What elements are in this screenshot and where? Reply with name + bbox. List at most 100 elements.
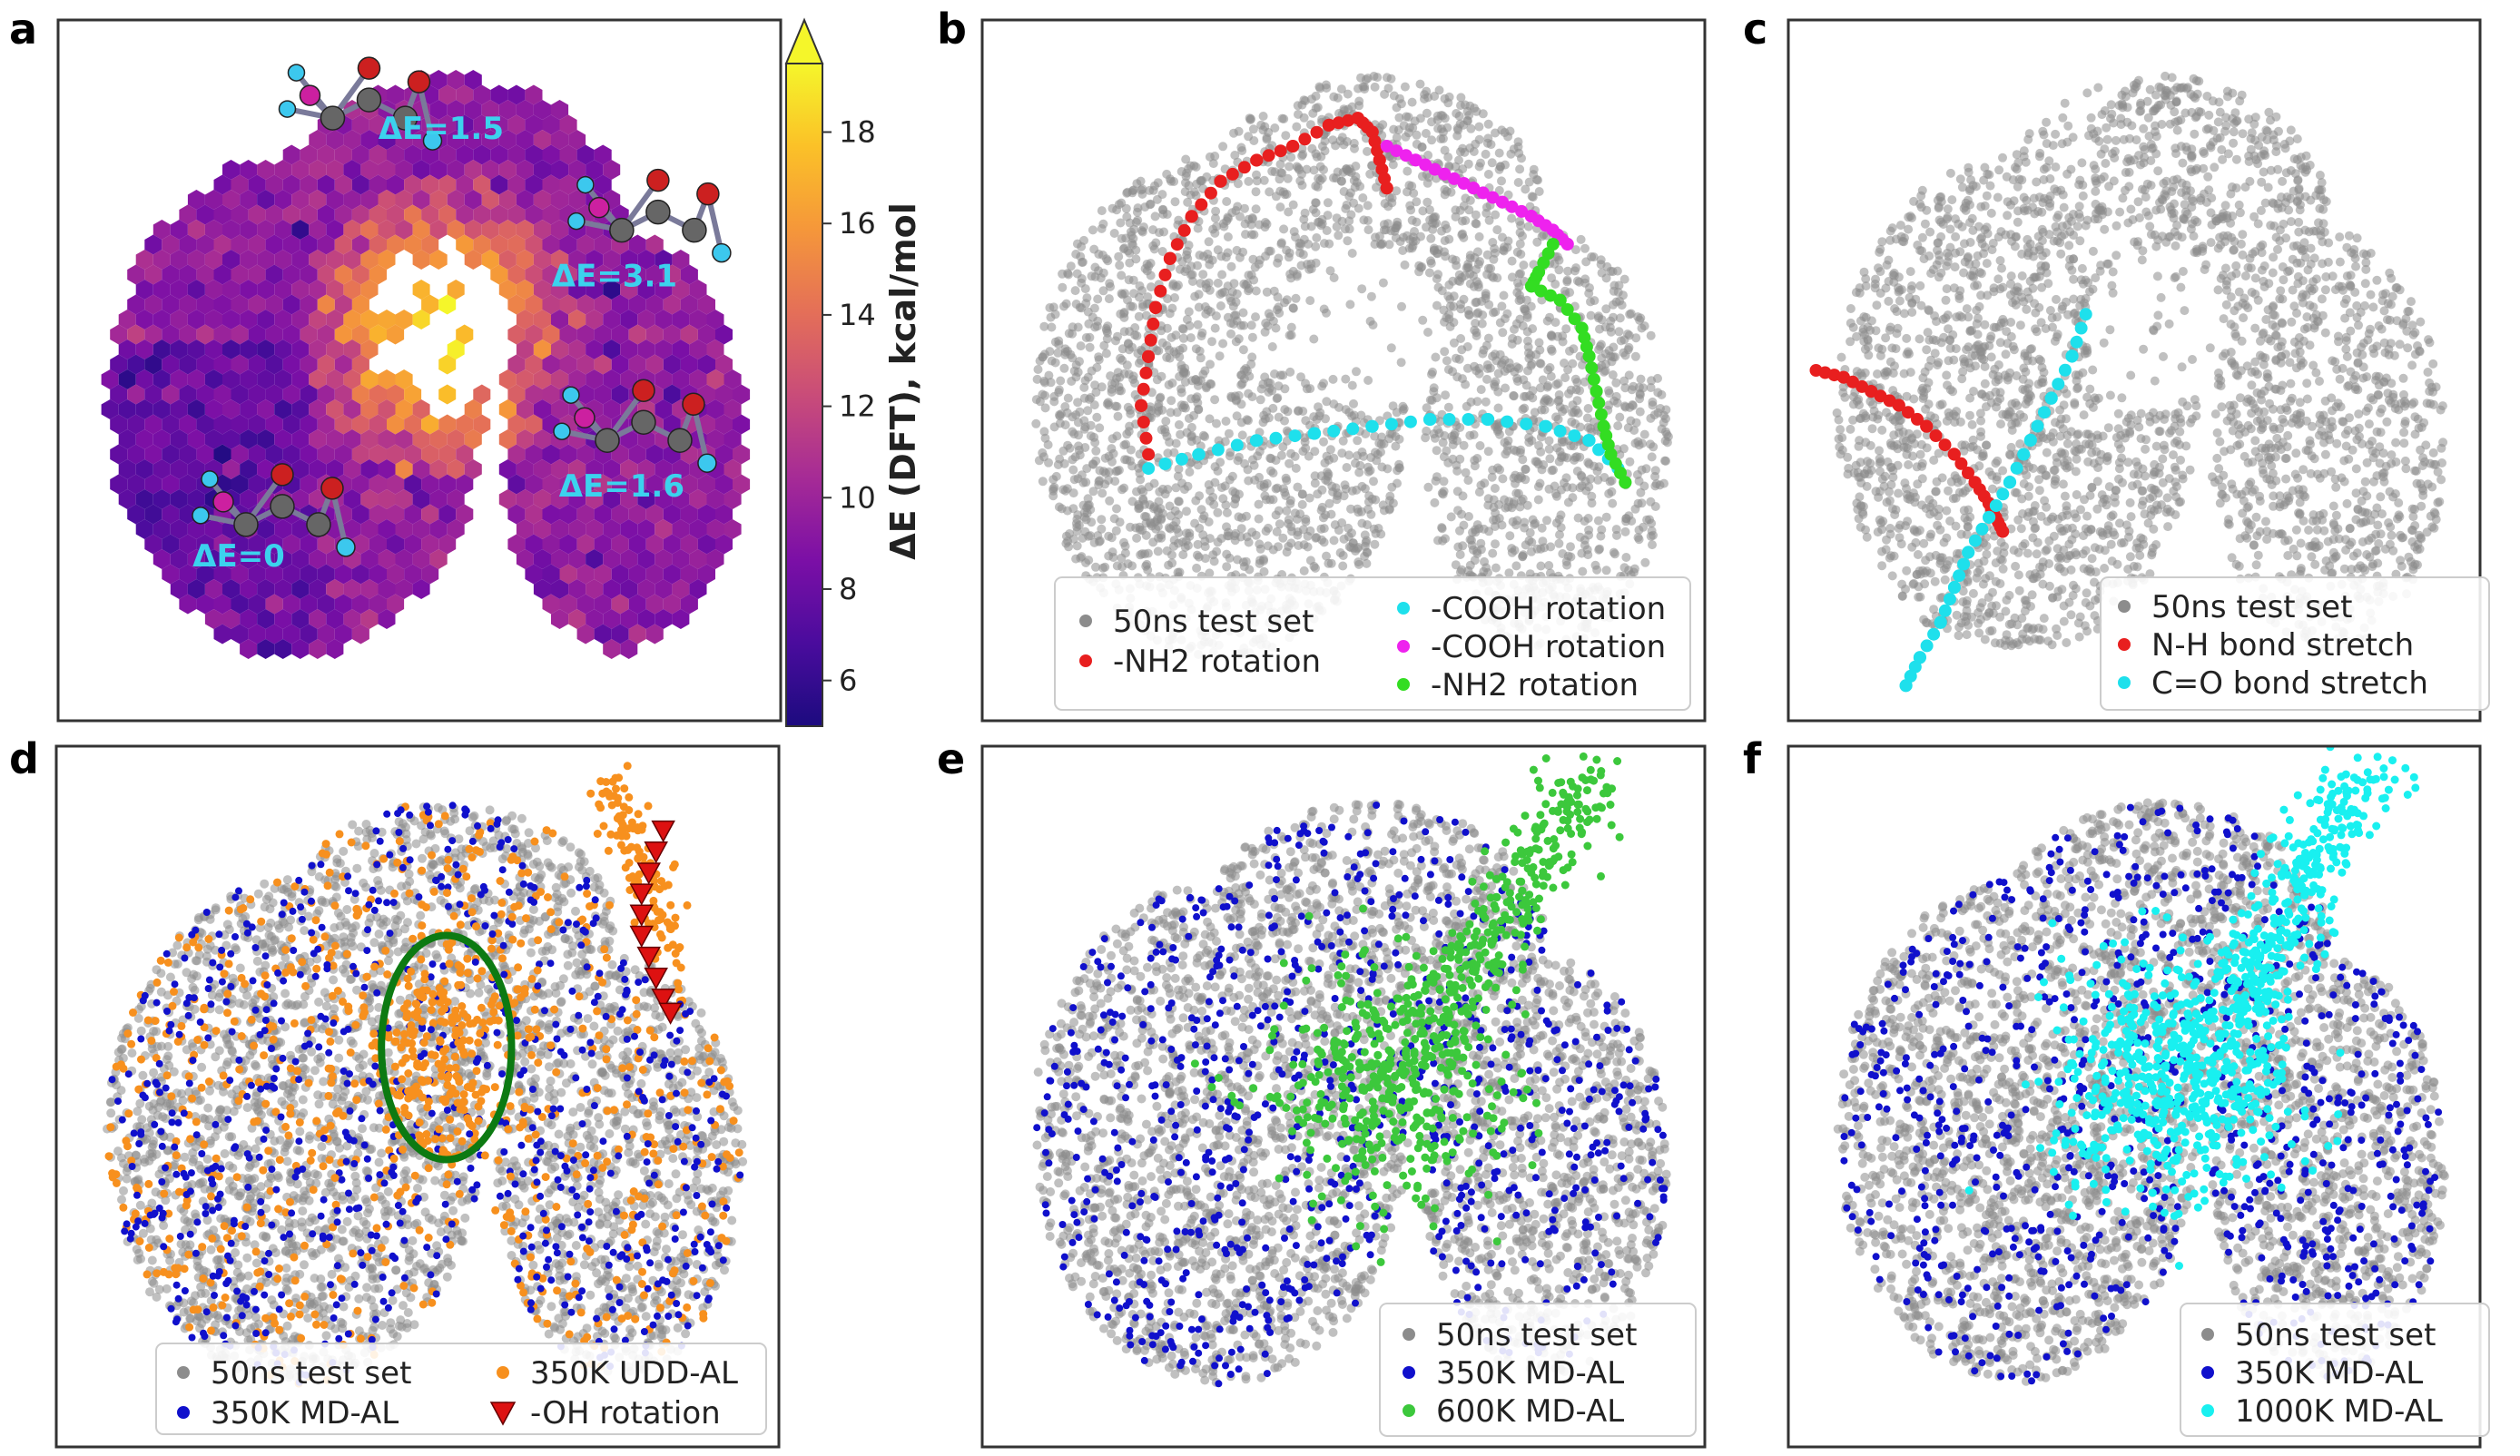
background-point (1494, 185, 1504, 195)
hexbin-cell (387, 234, 405, 255)
background-point (1436, 111, 1446, 120)
background-point (1473, 247, 1482, 257)
background-point (1218, 494, 1228, 504)
background-point (1115, 517, 1125, 527)
hexbin-cell (447, 459, 465, 479)
hexbin-cell (153, 310, 171, 330)
background-point (1529, 164, 1539, 174)
background-point (1325, 445, 1335, 455)
background-point (1115, 386, 1124, 396)
background-point (1406, 205, 1416, 215)
hexbin-cell (481, 100, 499, 120)
background-point (1947, 195, 1957, 205)
background-point (1922, 205, 1932, 215)
hexbin-cell (412, 399, 430, 419)
background-point (1561, 324, 1571, 334)
hexbin-cell (464, 130, 482, 150)
background-point (1478, 109, 1488, 119)
hexbin-cell (586, 519, 604, 539)
background-point (1648, 540, 1657, 550)
hexbin-cell (404, 564, 422, 585)
background-point (1962, 630, 1972, 640)
background-point (1211, 311, 1221, 321)
hexbin-cell (309, 399, 327, 419)
hexbin-cell (127, 324, 145, 345)
background-point (1538, 536, 1548, 546)
hexbin-cell (525, 234, 543, 255)
hexbin-cell (135, 339, 153, 359)
background-point (1040, 433, 1050, 443)
background-point (1440, 347, 1450, 357)
hexbin-cell (351, 174, 369, 195)
background-point (1268, 545, 1278, 555)
hexbin-cell (645, 354, 664, 375)
background-point (1483, 170, 1493, 179)
background-point (1397, 301, 1406, 311)
hexbin-cell (378, 369, 396, 389)
hexbin-cell (204, 339, 222, 359)
hexbin-cell (628, 594, 646, 615)
data-point (1285, 140, 1299, 153)
hexbin-cell (360, 220, 379, 240)
background-point (1575, 532, 1585, 542)
hexbin-cell (594, 174, 612, 195)
hexbin-cell (464, 429, 482, 449)
background-point (1197, 328, 1207, 338)
background-point (1313, 489, 1323, 499)
background-point (1300, 96, 1310, 106)
background-point (1246, 320, 1256, 330)
hexbin-cell (360, 369, 379, 389)
background-point (1106, 281, 1115, 291)
background-point (1230, 151, 1240, 160)
background-point (1356, 73, 1365, 83)
hexbin-cell (282, 144, 300, 165)
hexbin-cell (300, 174, 318, 195)
hexbin-cell (568, 489, 586, 509)
background-point (1079, 382, 1089, 392)
panel-label-d: d (9, 734, 39, 783)
background-point (1303, 260, 1312, 270)
hexbin-cell (525, 414, 543, 435)
background-point (1328, 374, 1338, 384)
hexbin-cell (282, 384, 300, 405)
background-point (1104, 451, 1114, 461)
background-point (2284, 493, 2294, 503)
hexbin-cell (576, 504, 595, 525)
background-point (1527, 436, 1537, 446)
background-point (1175, 264, 1185, 274)
hexbin-cell (153, 369, 171, 389)
background-point (1396, 358, 1406, 368)
hexbin-cell (369, 384, 387, 405)
hexbin-cell (421, 174, 439, 195)
background-point (1475, 441, 1485, 450)
background-point (1483, 119, 1493, 129)
background-point (1205, 568, 1215, 578)
background-point (1523, 336, 1532, 346)
hexbin-cell (135, 399, 153, 419)
background-point (1184, 414, 1194, 423)
hexbin-cell (715, 474, 733, 495)
background-point (1403, 166, 1413, 176)
background-point (1564, 389, 1573, 398)
hexbin-cell (144, 534, 162, 555)
background-point (1358, 193, 1368, 202)
background-point (1276, 238, 1286, 248)
background-point (1084, 319, 1094, 329)
background-point (2102, 123, 2111, 133)
background-point (1044, 370, 1054, 380)
background-point (1254, 499, 1264, 509)
background-point (1126, 456, 1135, 466)
background-point (1969, 387, 1978, 396)
background-point (1098, 488, 1107, 498)
background-point (1967, 419, 1977, 429)
hexbin-cell (213, 594, 231, 615)
background-point (1195, 346, 1205, 356)
hexbin-cell (447, 519, 465, 539)
background-point (1104, 551, 1114, 561)
hexbin-cell (689, 369, 707, 389)
background-point (1367, 494, 1377, 504)
background-point (1483, 263, 1493, 273)
hexbin-cell (438, 444, 457, 465)
background-point (1289, 227, 1299, 237)
background-point (1170, 197, 1180, 207)
